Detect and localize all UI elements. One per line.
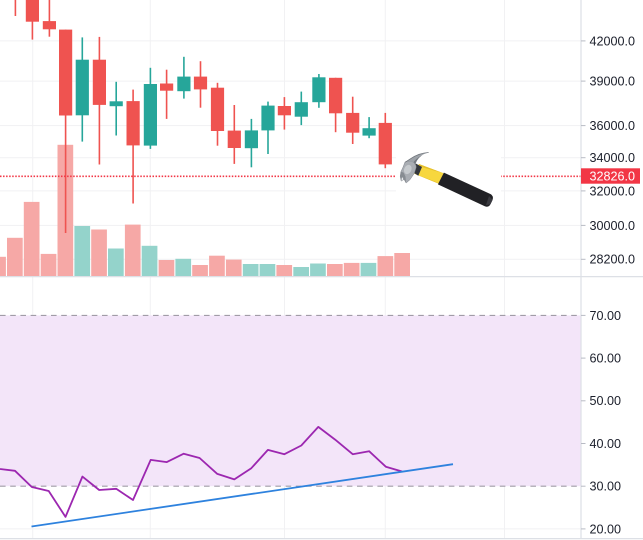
- svg-text:32826.0: 32826.0: [590, 170, 636, 184]
- svg-text:39000.0: 39000.0: [590, 75, 636, 89]
- svg-text:28200.0: 28200.0: [590, 253, 636, 267]
- svg-text:50.00: 50.00: [590, 394, 622, 408]
- svg-text:32000.0: 32000.0: [590, 184, 636, 198]
- svg-text:30000.0: 30000.0: [590, 219, 636, 233]
- svg-text:42000.0: 42000.0: [590, 34, 636, 48]
- svg-text:30.00: 30.00: [590, 480, 622, 494]
- svg-text:36000.0: 36000.0: [590, 119, 636, 133]
- svg-text:60.00: 60.00: [590, 352, 622, 366]
- svg-text:20.00: 20.00: [590, 522, 622, 536]
- svg-text:40.00: 40.00: [590, 437, 622, 451]
- svg-text:34000.0: 34000.0: [590, 151, 636, 165]
- svg-text:70.00: 70.00: [590, 309, 622, 323]
